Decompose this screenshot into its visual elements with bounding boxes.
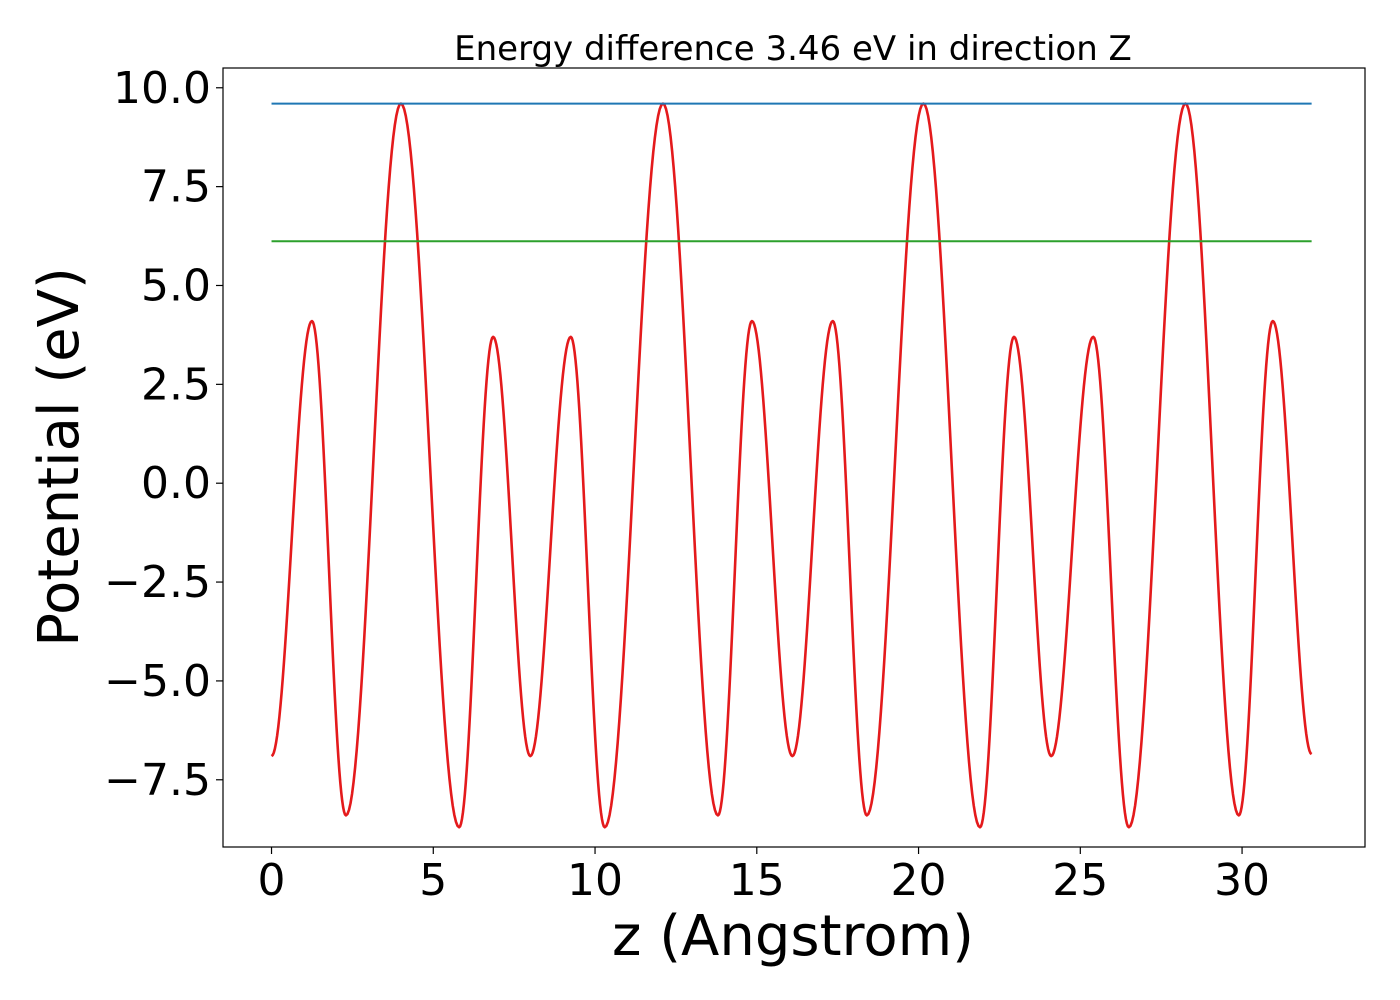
y-tick-label: 7.5	[141, 162, 211, 213]
y-tick-label: 10.0	[113, 63, 211, 114]
x-axis: 0 5 10 15 20 25 30	[258, 847, 1270, 906]
y-tick-label: 2.5	[141, 359, 211, 410]
x-tick-label: 30	[1214, 855, 1270, 906]
series-line-potential	[270, 102, 1313, 829]
y-tick-label: 0.0	[141, 458, 211, 509]
x-tick-label: 10	[567, 855, 623, 906]
plot-lines	[270, 102, 1313, 829]
x-tick-label: 15	[729, 855, 785, 906]
plot-frame	[222, 67, 1366, 848]
y-axis: 10.0 7.5 5.0 2.5 0.0 −2.5 −5.0 −7.5	[104, 63, 223, 806]
y-tick-label: 5.0	[141, 260, 211, 311]
x-tick-label: 5	[419, 855, 447, 906]
y-tick-label: −5.0	[104, 656, 211, 707]
y-tick-label: −2.5	[104, 557, 211, 608]
x-tick-label: 20	[891, 855, 947, 906]
x-tick-label: 25	[1052, 855, 1108, 906]
y-tick-label: −7.5	[104, 755, 211, 806]
x-tick-label: 0	[258, 855, 286, 906]
chart-title: Energy difference 3.46 eV in direction Z	[454, 29, 1132, 69]
x-axis-label: z (Angstrom)	[612, 904, 974, 969]
y-axis-label: Potential (eV)	[27, 267, 92, 647]
